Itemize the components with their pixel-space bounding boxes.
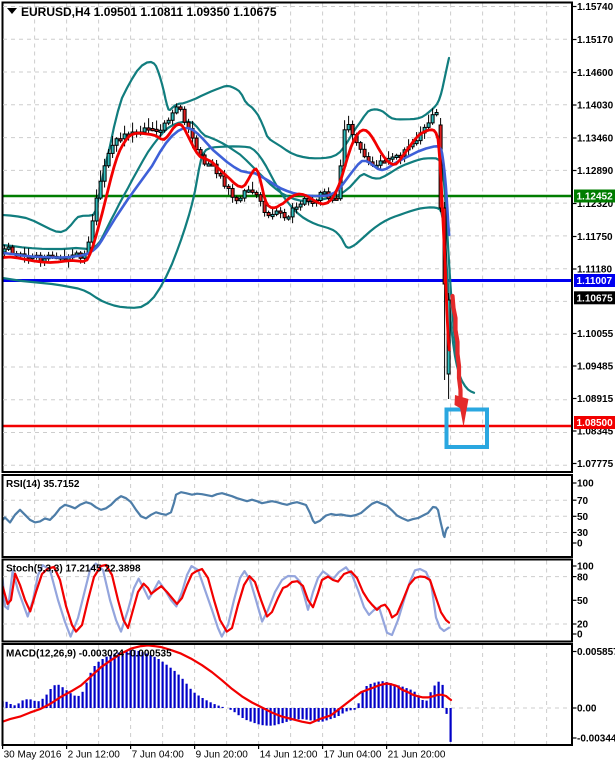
svg-text:1.11007: 1.11007 — [577, 276, 613, 287]
svg-text:0.00: 0.00 — [577, 704, 597, 715]
svg-text:MACD(12,26,9) -0.003024 -0.000: MACD(12,26,9) -0.003024 -0.000535 — [6, 649, 172, 660]
svg-text:1.08915: 1.08915 — [577, 394, 614, 405]
svg-text:80: 80 — [577, 572, 589, 583]
svg-text:1.09485: 1.09485 — [577, 362, 614, 373]
svg-text:1.07775: 1.07775 — [577, 459, 614, 470]
svg-text:30 May 2016: 30 May 2016 — [4, 750, 62, 761]
svg-text:14 Jun 12:00: 14 Jun 12:00 — [260, 750, 318, 761]
svg-text:RSI(14) 35.7152: RSI(14) 35.7152 — [6, 479, 80, 490]
svg-text:50: 50 — [577, 512, 589, 523]
svg-text:9 Jun 20:00: 9 Jun 20:00 — [196, 750, 249, 761]
svg-text:Stoch(5,3,3) 17.2145 22.3898: Stoch(5,3,3) 17.2145 22.3898 — [6, 564, 141, 575]
svg-text:100: 100 — [577, 562, 594, 573]
svg-text:1.15740: 1.15740 — [577, 2, 614, 13]
svg-text:1.12890: 1.12890 — [577, 166, 614, 177]
svg-text:1.10675: 1.10675 — [577, 294, 614, 305]
svg-text:1.12452: 1.12452 — [577, 192, 614, 203]
svg-text:0.005857: 0.005857 — [577, 647, 615, 658]
svg-text:1.08345: 1.08345 — [577, 427, 614, 438]
svg-text:1.13460: 1.13460 — [577, 134, 614, 145]
svg-text:-0.003447: -0.003447 — [577, 734, 615, 745]
svg-text:EURUSD,H4 1.09501 1.10811 1.0: EURUSD,H4 1.09501 1.10811 1.09350 1.1067… — [21, 5, 277, 19]
svg-text:50: 50 — [577, 596, 589, 607]
svg-text:17 Jun 04:00: 17 Jun 04:00 — [324, 750, 382, 761]
svg-text:0: 0 — [577, 630, 583, 641]
svg-text:1.08500: 1.08500 — [577, 418, 614, 429]
svg-text:70: 70 — [577, 496, 589, 507]
svg-text:1.14030: 1.14030 — [577, 101, 614, 112]
svg-text:30: 30 — [577, 528, 589, 539]
svg-text:20: 20 — [577, 620, 589, 631]
svg-text:1.12320: 1.12320 — [577, 199, 614, 210]
svg-text:21 Jun 20:00: 21 Jun 20:00 — [388, 750, 446, 761]
svg-text:100: 100 — [577, 479, 594, 490]
svg-text:7 Jun 04:00: 7 Jun 04:00 — [132, 750, 185, 761]
svg-text:1.14600: 1.14600 — [577, 68, 614, 79]
svg-text:1.11750: 1.11750 — [577, 232, 613, 243]
svg-text:2 Jun 12:00: 2 Jun 12:00 — [68, 750, 121, 761]
svg-text:1.10055: 1.10055 — [577, 329, 614, 340]
svg-text:0: 0 — [577, 539, 583, 550]
svg-text:1.15170: 1.15170 — [577, 35, 614, 46]
svg-text:1.11180: 1.11180 — [577, 265, 612, 276]
